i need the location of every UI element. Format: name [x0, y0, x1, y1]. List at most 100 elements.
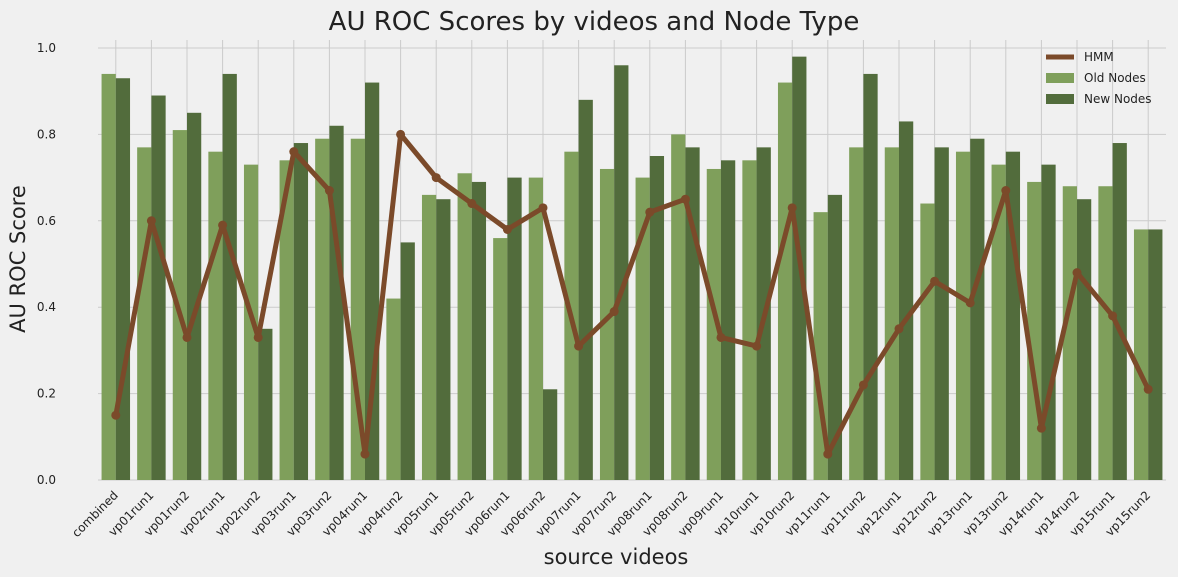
- hmm-point: [538, 203, 548, 213]
- hmm-point: [1001, 186, 1011, 196]
- bar-old-nodes: [315, 138, 330, 480]
- bar-new-nodes: [721, 160, 736, 480]
- hmm-point: [1072, 268, 1082, 278]
- bar-old-nodes: [421, 194, 437, 480]
- y-tick-label: 0.0: [37, 473, 56, 487]
- legend-label: New Nodes: [1084, 92, 1152, 106]
- bar-old-nodes: [528, 177, 543, 480]
- hmm-point: [574, 341, 584, 351]
- bar-new-nodes: [934, 147, 949, 481]
- bar-new-nodes: [1148, 229, 1163, 480]
- hmm-point: [823, 449, 833, 459]
- bar-new-nodes: [1077, 199, 1092, 480]
- bar-new-nodes: [827, 194, 843, 480]
- bar-new-nodes: [1112, 143, 1127, 481]
- bar-old-nodes: [101, 73, 116, 481]
- legend-label: HMM: [1084, 50, 1114, 64]
- x-axis-label: source videos: [544, 545, 689, 569]
- y-tick-label: 1.0: [37, 41, 56, 55]
- hmm-point: [431, 173, 441, 183]
- bar-new-nodes: [970, 138, 985, 480]
- bar-old-nodes: [1133, 229, 1149, 480]
- hmm-point: [787, 203, 797, 213]
- bar-old-nodes: [386, 298, 401, 480]
- legend-label: Old Nodes: [1084, 71, 1146, 85]
- y-tick-label: 0.8: [37, 127, 56, 141]
- bar-new-nodes: [543, 389, 558, 480]
- bar-new-nodes: [507, 177, 522, 480]
- y-tick-label: 0.4: [37, 300, 56, 314]
- bar-old-nodes: [955, 151, 971, 480]
- bar-new-nodes: [329, 125, 344, 480]
- legend-swatch: [1046, 94, 1074, 104]
- bar-new-nodes: [400, 242, 415, 480]
- hmm-point: [609, 307, 619, 317]
- bar-new-nodes: [471, 181, 487, 481]
- bar-old-nodes: [671, 134, 686, 480]
- legend-item-hmm: HMM: [1046, 50, 1114, 64]
- hmm-point: [218, 220, 228, 230]
- hmm-point: [752, 341, 762, 351]
- bar-new-nodes: [863, 73, 878, 481]
- hmm-point: [1143, 384, 1153, 394]
- hmm-point: [182, 332, 192, 342]
- line-layer: [111, 129, 1153, 459]
- bar-old-nodes: [884, 147, 899, 481]
- hmm-point: [716, 332, 726, 342]
- hmm-point: [1108, 311, 1118, 321]
- hmm-point: [289, 147, 299, 157]
- bar-old-nodes: [137, 147, 152, 481]
- bar-new-nodes: [685, 147, 700, 481]
- y-tick-labels: 0.0 0.2 0.4 0.6 0.8 1.0: [37, 41, 56, 487]
- bar-new-nodes: [187, 112, 202, 481]
- legend: HMM Old Nodes New Nodes: [1046, 50, 1152, 106]
- bar-old-nodes: [1098, 186, 1113, 481]
- y-tick-label: 0.2: [37, 387, 56, 401]
- bar-layer: [101, 56, 1163, 481]
- x-tick-labels: combinedvp01run1vp01run2vp02run1vp02run2…: [69, 488, 1153, 540]
- bar-new-nodes: [436, 199, 451, 480]
- bar-old-nodes: [493, 238, 508, 480]
- bar-old-nodes: [350, 138, 365, 480]
- bar-new-nodes: [115, 78, 131, 481]
- bar-old-nodes: [849, 147, 864, 481]
- hmm-point: [502, 224, 512, 234]
- hmm-point: [111, 410, 121, 420]
- bar-new-nodes: [222, 73, 237, 481]
- bar-old-nodes: [1062, 186, 1077, 481]
- legend-swatch: [1046, 73, 1074, 83]
- bar-new-nodes: [258, 328, 273, 480]
- bar-old-nodes: [279, 160, 294, 480]
- bar-old-nodes: [991, 164, 1006, 480]
- y-tick-label: 0.6: [37, 214, 56, 228]
- bar-old-nodes: [920, 203, 935, 480]
- bar-old-nodes: [635, 177, 650, 480]
- legend-item-old-nodes: Old Nodes: [1046, 71, 1146, 85]
- bar-old-nodes: [208, 151, 223, 480]
- chart-title: AU ROC Scores by videos and Node Type: [329, 7, 860, 37]
- hmm-point: [858, 380, 868, 390]
- hmm-point: [965, 298, 975, 308]
- bar-new-nodes: [293, 143, 309, 481]
- hmm-point: [930, 276, 940, 286]
- bar-old-nodes: [706, 168, 721, 480]
- bar-new-nodes: [1005, 151, 1021, 480]
- bar-new-nodes: [649, 156, 665, 480]
- hmm-line: [113, 131, 1151, 457]
- bar-old-nodes: [172, 130, 187, 480]
- hmm-point: [1036, 423, 1046, 433]
- bar-new-nodes: [151, 95, 166, 481]
- hmm-point: [396, 129, 406, 139]
- bar-old-nodes: [599, 168, 615, 480]
- hmm-point: [645, 207, 655, 217]
- y-axis-label: AU ROC Score: [6, 185, 30, 333]
- hmm-point: [360, 449, 370, 459]
- bar-old-nodes: [457, 173, 472, 480]
- bar-new-nodes: [1041, 164, 1056, 480]
- bar-new-nodes: [614, 65, 629, 480]
- hmm-point: [253, 332, 263, 342]
- hmm-point: [146, 216, 156, 226]
- legend-item-new-nodes: New Nodes: [1046, 92, 1152, 106]
